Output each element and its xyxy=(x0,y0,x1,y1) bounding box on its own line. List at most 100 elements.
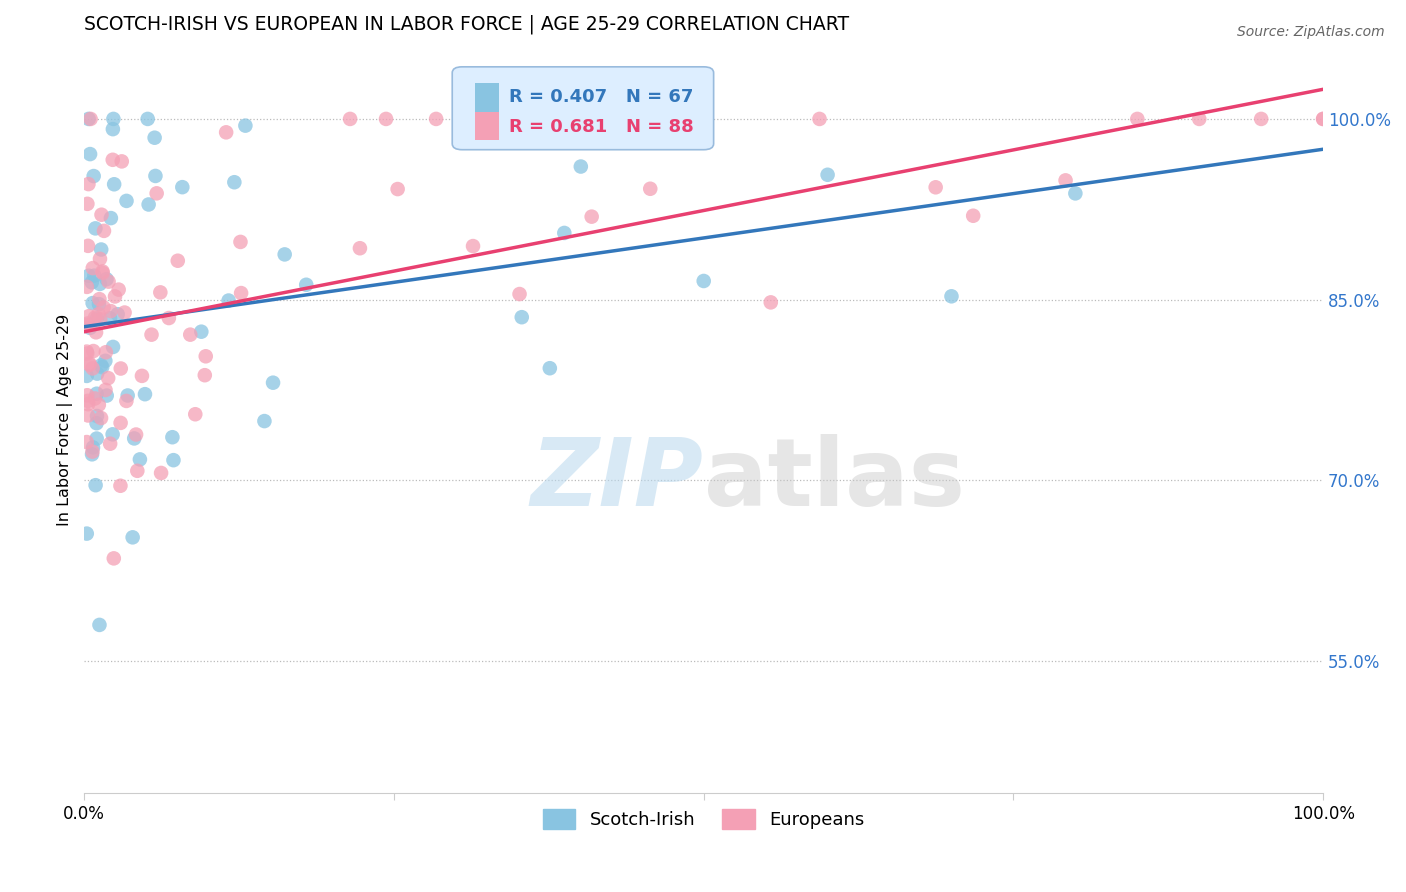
Text: R = 0.681   N = 88: R = 0.681 N = 88 xyxy=(509,119,695,136)
Point xyxy=(77,112,100,126)
Point xyxy=(79,112,101,126)
Point xyxy=(80,447,103,461)
Point xyxy=(117,388,139,402)
Point xyxy=(162,430,184,444)
Point xyxy=(97,275,120,289)
Point xyxy=(273,247,295,261)
Point xyxy=(924,180,946,194)
Point xyxy=(121,530,143,544)
Point xyxy=(87,307,110,321)
Text: atlas: atlas xyxy=(704,434,965,525)
Point xyxy=(115,194,138,208)
Point xyxy=(84,392,107,406)
FancyBboxPatch shape xyxy=(475,83,499,112)
Point xyxy=(79,321,101,335)
Point xyxy=(166,253,188,268)
Point xyxy=(569,160,592,174)
Point xyxy=(87,297,110,311)
Point xyxy=(86,367,108,381)
Point xyxy=(107,307,129,321)
Point xyxy=(77,310,100,324)
Point xyxy=(647,112,669,126)
Point xyxy=(76,319,98,334)
Point xyxy=(150,466,173,480)
Point xyxy=(229,286,252,301)
Point xyxy=(82,296,104,310)
Point xyxy=(425,112,447,126)
Point xyxy=(82,444,104,458)
Point xyxy=(90,359,112,373)
Point xyxy=(253,414,276,428)
Point xyxy=(94,354,117,368)
Point xyxy=(76,368,98,383)
Point xyxy=(553,226,575,240)
Point xyxy=(1064,186,1087,201)
Point xyxy=(107,283,129,297)
Point xyxy=(145,169,167,183)
Point xyxy=(91,360,114,375)
Point xyxy=(101,122,124,136)
Point xyxy=(79,357,101,371)
Point xyxy=(86,416,108,430)
Point xyxy=(101,153,124,167)
Point xyxy=(76,526,98,541)
Point xyxy=(77,397,100,411)
Point xyxy=(581,210,603,224)
Point xyxy=(83,268,105,283)
Point xyxy=(89,312,111,326)
Point xyxy=(94,345,117,359)
Point xyxy=(86,311,108,326)
Point xyxy=(638,182,661,196)
Point xyxy=(101,427,124,442)
Point xyxy=(77,409,100,423)
Point xyxy=(693,274,716,288)
Point xyxy=(97,371,120,385)
Point xyxy=(80,276,103,290)
Point xyxy=(941,289,963,303)
Point xyxy=(339,112,361,126)
Text: R = 0.407   N = 67: R = 0.407 N = 67 xyxy=(509,88,693,106)
Point xyxy=(77,393,100,408)
Point xyxy=(461,239,484,253)
FancyBboxPatch shape xyxy=(475,112,499,140)
Point xyxy=(96,272,118,286)
Text: Source: ZipAtlas.com: Source: ZipAtlas.com xyxy=(1237,25,1385,39)
Point xyxy=(110,416,132,430)
Point xyxy=(93,224,115,238)
Point xyxy=(224,175,246,189)
Point xyxy=(91,264,114,278)
Point xyxy=(1054,173,1077,187)
Point xyxy=(190,325,212,339)
Point xyxy=(817,168,839,182)
Point xyxy=(101,340,124,354)
Point xyxy=(110,479,132,493)
Point xyxy=(76,346,98,360)
Point xyxy=(295,277,318,292)
Point xyxy=(1188,112,1211,126)
Point xyxy=(1312,112,1334,126)
Point xyxy=(100,304,122,318)
Point xyxy=(76,388,98,402)
Point xyxy=(79,358,101,372)
Point xyxy=(104,289,127,303)
Point xyxy=(375,112,398,126)
Point xyxy=(111,154,134,169)
Point xyxy=(90,208,112,222)
Point xyxy=(1250,112,1272,126)
Point xyxy=(262,376,284,390)
Point xyxy=(84,221,107,235)
Point xyxy=(218,293,240,308)
Point xyxy=(131,368,153,383)
Point xyxy=(759,295,782,310)
Point xyxy=(76,344,98,359)
Point xyxy=(86,432,108,446)
Point xyxy=(91,266,114,280)
Point xyxy=(86,409,108,423)
Point xyxy=(83,310,105,325)
Point xyxy=(157,311,180,326)
Point xyxy=(149,285,172,300)
Point xyxy=(86,386,108,401)
Point xyxy=(89,292,111,306)
Point xyxy=(143,130,166,145)
Text: SCOTCH-IRISH VS EUROPEAN IN LABOR FORCE | AGE 25-29 CORRELATION CHART: SCOTCH-IRISH VS EUROPEAN IN LABOR FORCE … xyxy=(84,15,849,35)
